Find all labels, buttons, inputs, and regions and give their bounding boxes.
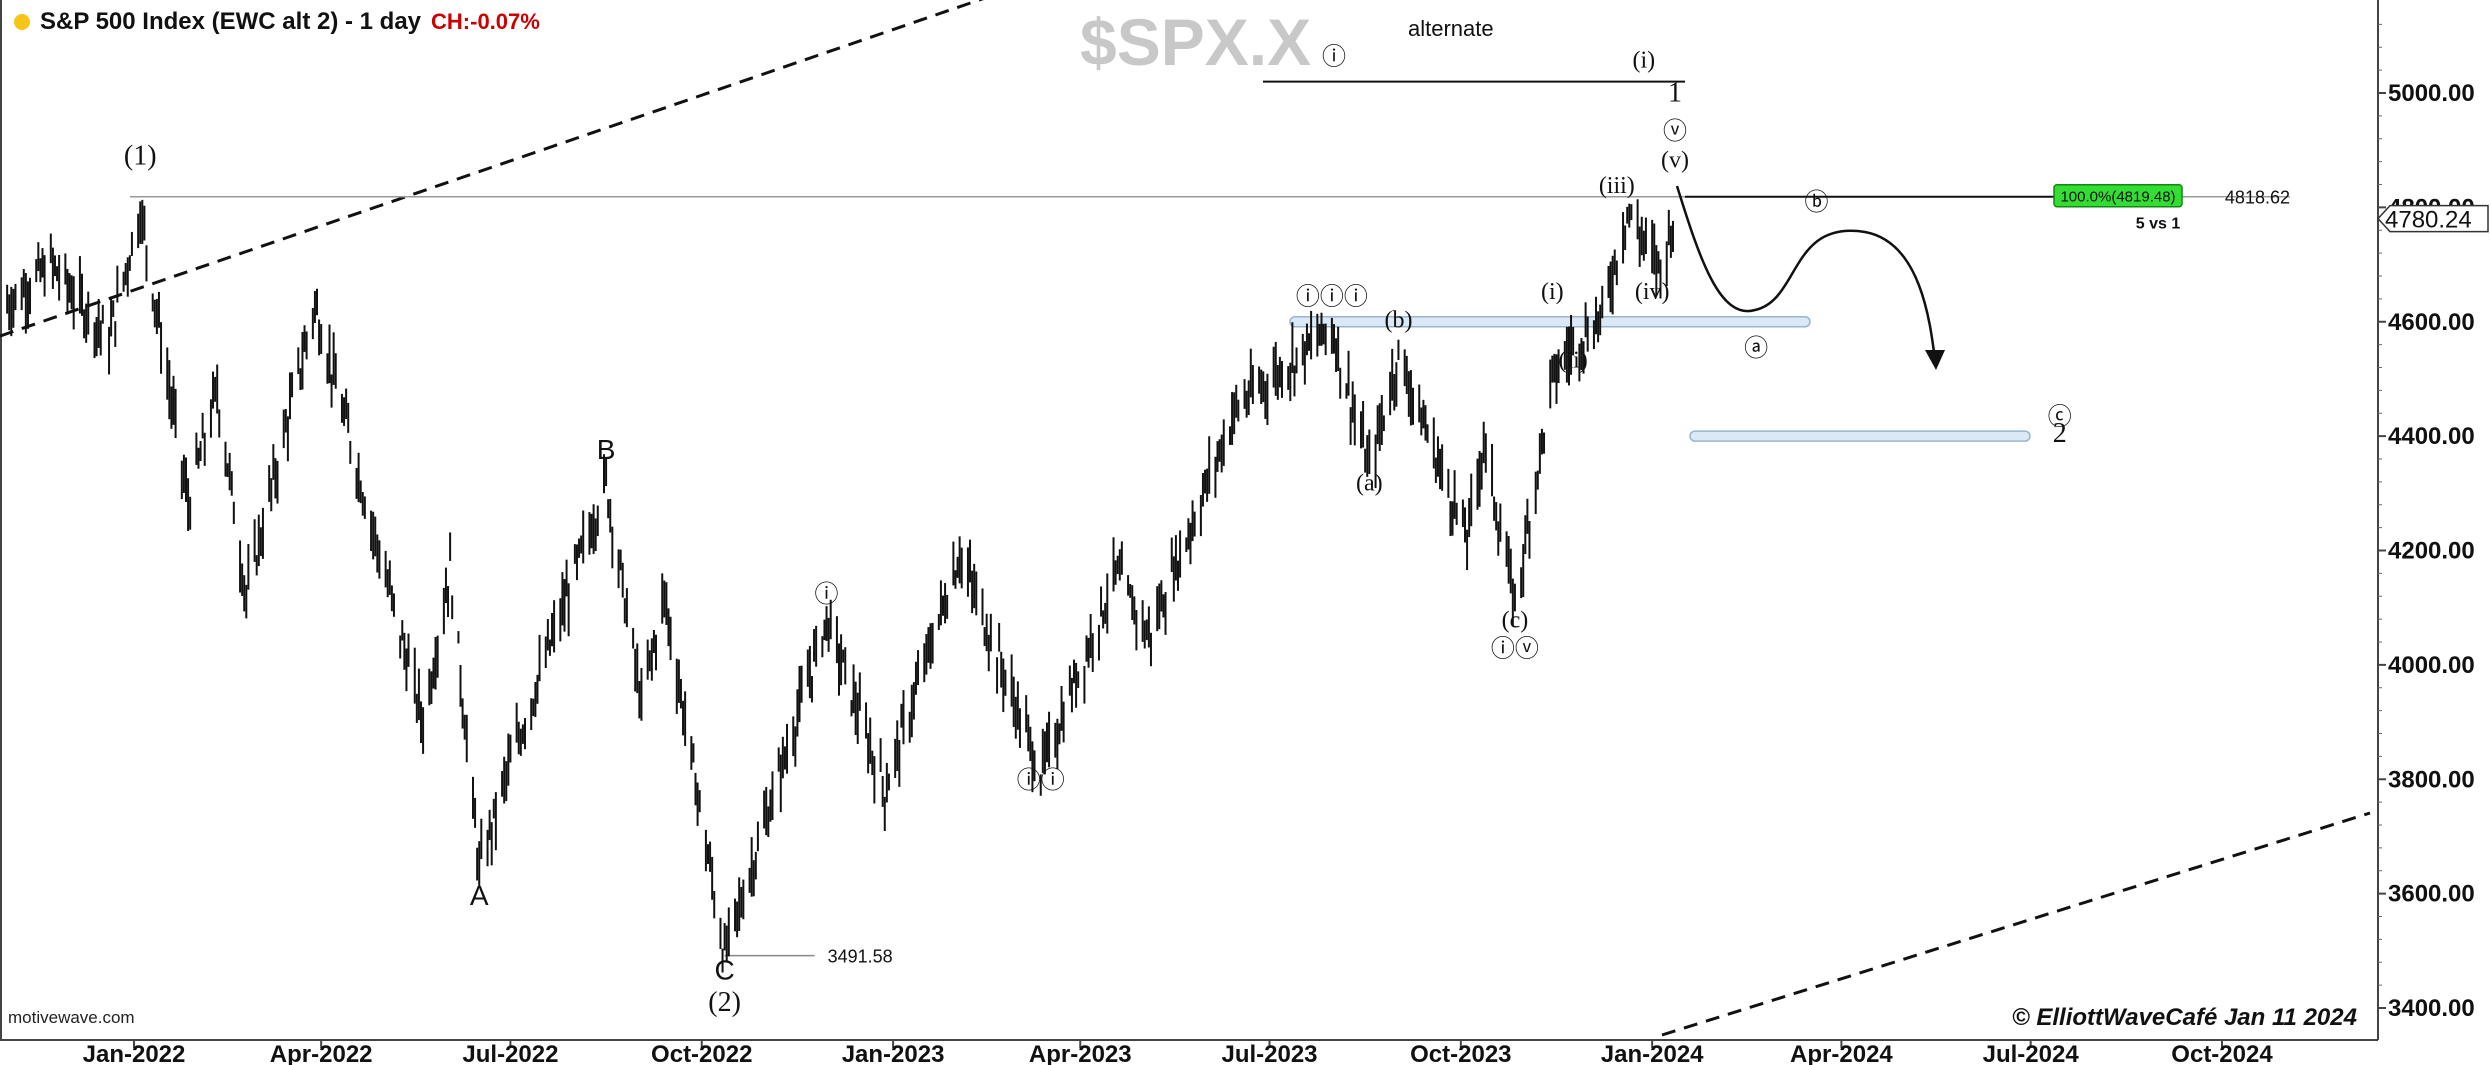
- projection-arrow-head: [1925, 350, 1945, 370]
- source-label: motivewave.com: [8, 1008, 135, 1027]
- wave-label: (a): [1356, 470, 1383, 496]
- last-price-label: 4780.24: [2385, 207, 2472, 234]
- x-tick-label: Apr-2024: [1790, 1041, 1893, 1065]
- chart-title: S&P 500 Index (EWC alt 2) - 1 day: [40, 8, 422, 35]
- lower-trend-line: [1661, 811, 2371, 1037]
- wave-label: (iv): [1635, 279, 1670, 305]
- x-tick-label: Jan-2024: [1601, 1041, 1704, 1065]
- wave-label: 1: [1668, 78, 1682, 109]
- target-label: 100.0%(4819.48): [2060, 189, 2175, 206]
- y-tick-label: 4200.00: [2388, 538, 2475, 565]
- wave-label: A: [470, 880, 489, 911]
- wave-label: (ii): [1558, 348, 1587, 374]
- wave-label: C: [715, 954, 735, 985]
- wave-label: (1): [124, 140, 157, 171]
- y-tick-label: 3600.00: [2388, 881, 2475, 908]
- wave-label: ⓘ: [1322, 43, 1346, 70]
- support-zone-lower: [1689, 430, 2031, 442]
- y-tick-label: 4600.00: [2388, 309, 2475, 336]
- wave-label: (c): [1502, 608, 1529, 634]
- wave-label: (b): [1384, 307, 1412, 333]
- wave-label: ⓘⓘⓘ: [1296, 284, 1368, 311]
- x-tick-label: Jul-2022: [462, 1041, 558, 1065]
- x-tick-label: Jan-2022: [83, 1041, 186, 1065]
- wave-label: ⓘⓘ: [1017, 767, 1065, 794]
- x-tick-label: Apr-2022: [270, 1041, 373, 1065]
- y-tick-label: 3400.00: [2388, 995, 2475, 1022]
- high-value-label: 4818.62: [2225, 188, 2290, 208]
- change-label: CH:-0.07%: [431, 9, 540, 34]
- last-price-box: [2376, 204, 2489, 233]
- alternate-label: alternate: [1408, 16, 1494, 41]
- x-tick-label: Oct-2022: [651, 1041, 752, 1065]
- projection-path: [1675, 185, 1937, 361]
- wave-label: (v): [1661, 147, 1689, 173]
- wave-label: 2: [2053, 418, 2067, 449]
- wave-label: B: [597, 434, 616, 465]
- wave-label: ⓘⓥ: [1491, 635, 1539, 662]
- support-zone-upper: [1289, 316, 1811, 328]
- x-tick-label: Oct-2024: [2171, 1041, 2273, 1065]
- wave-label: (iii): [1599, 173, 1635, 199]
- x-tick-label: Jan-2023: [842, 1041, 945, 1065]
- wave-label: ⓥ: [1663, 118, 1687, 145]
- wave-label: (i): [1633, 47, 1656, 73]
- y-tick-label: 4000.00: [2388, 652, 2475, 679]
- copyright-label: © ElliottWaveCafé Jan 11 2024: [2012, 1004, 2357, 1031]
- x-tick-label: Jul-2023: [1221, 1041, 1317, 1065]
- symbol-watermark: $SPX.X: [1080, 5, 1312, 79]
- wave-label: ⓐ: [1744, 335, 1768, 362]
- chart-header: S&P 500 Index (EWC alt 2) - 1 day CH:-0.…: [14, 8, 540, 36]
- upper-trend-line: [0, 0, 984, 338]
- y-tick-label: 5000.00: [2388, 80, 2475, 107]
- target-box: [2053, 183, 2183, 208]
- x-tick-label: Oct-2023: [1410, 1041, 1511, 1065]
- target-note-label: 5 vs 1: [2136, 216, 2181, 233]
- wave-label: ⓘ: [815, 581, 839, 608]
- y-tick-label: 4400.00: [2388, 423, 2475, 450]
- y-tick-label: 3800.00: [2388, 766, 2475, 793]
- ohlc-bars: [6, 199, 1674, 973]
- x-tick-label: Jul-2024: [1983, 1041, 2080, 1065]
- status-dot-icon: [14, 14, 30, 30]
- low-value-label: 3491.58: [828, 947, 893, 967]
- wave-label: (i): [1541, 279, 1564, 305]
- wave-label: (2): [708, 987, 741, 1018]
- wave-label: ⓒ: [2048, 404, 2072, 431]
- wave-label: ⓑ: [1804, 189, 1828, 216]
- x-tick-label: Apr-2023: [1029, 1041, 1132, 1065]
